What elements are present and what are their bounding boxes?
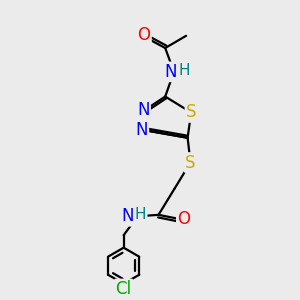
Text: N: N <box>165 63 177 81</box>
Text: H: H <box>178 63 190 78</box>
Text: S: S <box>185 154 196 172</box>
Text: N: N <box>135 121 148 139</box>
Text: O: O <box>177 210 190 228</box>
Text: N: N <box>121 207 134 225</box>
Text: S: S <box>186 103 196 122</box>
Text: N: N <box>137 101 150 119</box>
Text: Cl: Cl <box>116 280 132 298</box>
Text: O: O <box>137 26 151 44</box>
Text: H: H <box>135 207 146 222</box>
